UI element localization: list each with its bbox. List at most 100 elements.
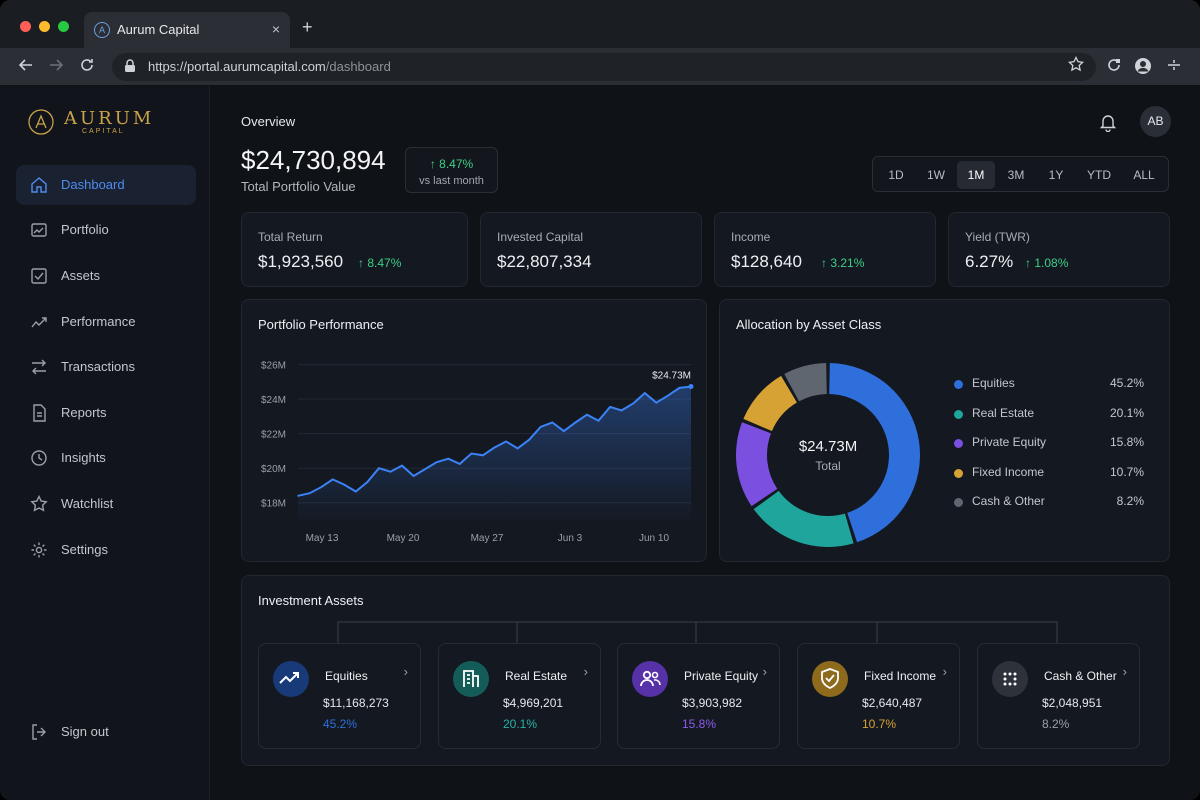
extension-icon[interactable] [1106, 57, 1122, 73]
browser-tab[interactable]: A Aurum Capital × [84, 12, 290, 48]
data-point [435, 461, 438, 463]
reload-icon[interactable] [79, 57, 95, 73]
bookmark-star-icon[interactable] [1068, 56, 1084, 72]
asset-card-fixed-income[interactable]: Fixed Income › $2,640,487 10.7% [797, 643, 960, 749]
sidebar-item-label: Insights [61, 450, 106, 465]
data-point [493, 446, 496, 449]
legend-item[interactable]: Real Estate 20.1% [954, 406, 1144, 422]
chevron-right-icon[interactable]: › [942, 664, 947, 679]
data-point [459, 463, 461, 465]
donut-slice-cash-other[interactable] [784, 363, 827, 402]
donut-slice-fixed-income[interactable] [743, 375, 797, 432]
range-all-button[interactable]: ALL [1133, 168, 1155, 182]
legend-item[interactable]: Private Equity 15.8% [954, 435, 1144, 451]
range-ytd-button[interactable]: YTD [1087, 168, 1111, 182]
asset-card-private-equity[interactable]: Private Equity › $3,903,982 15.8% [617, 643, 780, 749]
menu-icon[interactable] [1166, 57, 1182, 73]
latest-point-marker[interactable] [688, 384, 694, 390]
legend-item[interactable]: Equities 45.2% [954, 376, 1144, 392]
sidebar-item-assets[interactable]: Assets [16, 256, 196, 296]
portfolio-icon [31, 223, 47, 237]
sidebar-item-watchlist[interactable]: Watchlist [16, 484, 196, 524]
stat-value: $22,807,334 [497, 252, 592, 271]
stat-value: $128,640 [731, 252, 802, 271]
chevron-right-icon[interactable]: › [403, 664, 408, 679]
data-point [516, 447, 519, 450]
stat-value: 6.27% [965, 252, 1014, 271]
legend-swatch [954, 498, 963, 507]
sidebar-item-insights[interactable]: Insights [16, 438, 196, 478]
stat-card-yield[interactable]: Yield (TWR) 6.27% ↑ 1.08% [948, 212, 1170, 287]
asset-percent: 10.7% [862, 717, 897, 731]
sidebar-item-performance[interactable]: Performance [16, 302, 196, 342]
data-point [401, 464, 403, 467]
brand-subtitle: CAPITAL [82, 128, 125, 135]
data-point [505, 440, 507, 443]
data-point [366, 481, 369, 483]
stat-card-total-return[interactable]: Total Return $1,923,560 ↑ 8.47% [241, 212, 468, 287]
stat-value: $1,923,560 [258, 252, 344, 271]
data-point [620, 409, 623, 412]
asset-card-cash-other[interactable]: Cash & Other › $2,048,951 8.2% [977, 643, 1140, 749]
performance-area [298, 386, 691, 520]
sidebar-item-settings[interactable]: Settings [16, 530, 196, 570]
range-3m-button[interactable]: 3M [1007, 168, 1025, 182]
data-point [389, 470, 392, 473]
main-content: Overview AB $24,730,894 Total Portfolio … [210, 86, 1200, 800]
range-1w-button[interactable]: 1W [927, 168, 945, 182]
forward-icon[interactable] [48, 57, 64, 73]
asset-value: $2,048,951 [1042, 696, 1103, 710]
chevron-right-icon[interactable]: › [583, 664, 588, 679]
sidebar-item-transactions[interactable]: Transactions [16, 347, 196, 387]
sign-out-button[interactable]: Sign out [16, 712, 196, 752]
allocation-donut-chart[interactable]: $24.73M Total [720, 300, 1171, 563]
legend-swatch [954, 468, 963, 478]
y-tick-label: $22M [261, 430, 286, 441]
user-avatar[interactable]: AB [1140, 106, 1171, 137]
close-window-button[interactable] [20, 21, 31, 32]
chevron-right-icon[interactable]: › [762, 664, 767, 679]
minimize-window-button[interactable] [39, 21, 50, 32]
url-path: /dashboard [325, 59, 391, 74]
legend-item[interactable]: Cash & Other 8.2% [954, 494, 1144, 510]
back-icon[interactable] [18, 57, 34, 73]
url-field[interactable]: https://portal.aurumcapital.com/dashboar… [112, 53, 1096, 81]
asset-name: Real Estate [505, 669, 568, 683]
sidebar-item-portfolio[interactable]: Portfolio [16, 210, 196, 250]
y-tick-label: $26M [261, 361, 286, 372]
profile-icon[interactable] [1134, 57, 1152, 75]
donut-slice-equities[interactable] [829, 363, 920, 543]
data-point [447, 457, 450, 460]
range-1y-button[interactable]: 1Y [1048, 168, 1064, 182]
asset-card-equities[interactable]: Equities › $11,168,273 45.2% [258, 643, 421, 749]
data-point [632, 402, 635, 405]
new-tab-button[interactable]: + [302, 17, 313, 37]
legend-item[interactable]: Fixed Income 10.7% [954, 465, 1144, 481]
stat-card-invested-capital[interactable]: Invested Capital $22,807,334 [480, 212, 702, 287]
donut-slice-private-equity[interactable] [736, 422, 778, 507]
stat-delta: ↑ 3.21% [821, 256, 865, 270]
performance-chart[interactable]: $26M $24M $22M $20M $18M $24.73M May 13 May 20 M… [242, 300, 708, 563]
donut-slice-real-estate[interactable] [753, 490, 854, 547]
sidebar-item-dashboard[interactable]: Dashboard [16, 165, 196, 205]
range-1m-button[interactable]: 1M [957, 161, 995, 189]
data-point [678, 387, 681, 389]
star-icon [30, 495, 48, 512]
sidebar-item-reports[interactable]: Reports [16, 393, 196, 433]
asset-percent: 8.2% [1042, 717, 1070, 731]
assets-icon [31, 268, 47, 284]
chevron-right-icon[interactable]: › [1122, 664, 1127, 679]
url-text: https://portal.aurumcapital.com/dashboar… [148, 59, 391, 74]
range-1d-button[interactable]: 1D [888, 168, 904, 182]
asset-value: $4,969,201 [503, 696, 564, 710]
notifications-bell-icon[interactable] [1098, 112, 1118, 132]
close-tab-icon[interactable]: × [271, 21, 280, 37]
asset-card-real-estate[interactable]: Real Estate › $4,969,201 20.1% [438, 643, 601, 749]
x-tick-label: May 20 [387, 533, 420, 544]
data-point [470, 452, 473, 455]
maximize-window-button[interactable] [58, 21, 69, 32]
stat-card-income[interactable]: Income $128,640 ↑ 3.21% [714, 212, 936, 287]
address-bar: https://portal.aurumcapital.com/dashboar… [0, 48, 1200, 86]
data-point [586, 413, 588, 416]
x-tick-label: May 13 [306, 533, 339, 544]
